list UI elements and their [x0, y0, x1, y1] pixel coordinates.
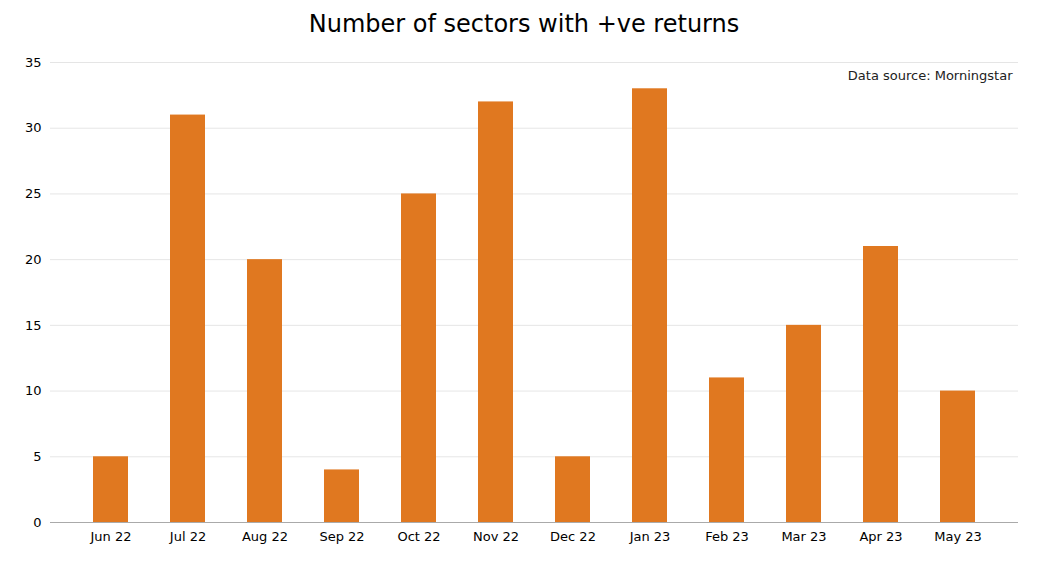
svg-text:Feb 23: Feb 23 — [705, 529, 749, 544]
svg-text:Apr 23: Apr 23 — [859, 529, 902, 544]
svg-text:0: 0 — [33, 515, 41, 530]
html-text:Number of sectors with +ve ret: Number of sectors with +ve returns — [308, 10, 740, 38]
svg-text:Oct 22: Oct 22 — [397, 529, 440, 544]
svg-text:Jun 22: Jun 22 — [90, 529, 132, 544]
svg-text:Jan 23: Jan 23 — [629, 529, 671, 544]
svg-text:Dec 22: Dec 22 — [550, 529, 596, 544]
svg-text:15: 15 — [25, 318, 42, 333]
svg-text:5: 5 — [33, 449, 41, 464]
svg-text:Data source: Morningstar: Data source: Morningstar — [848, 68, 1013, 83]
svg-text:May 23: May 23 — [934, 529, 982, 544]
svg-text:20: 20 — [25, 252, 42, 267]
svg-text:30: 30 — [25, 120, 42, 135]
svg-text:Jul 22: Jul 22 — [169, 529, 206, 544]
svg-text:Nov 22: Nov 22 — [473, 529, 519, 544]
svg-text:10: 10 — [25, 383, 42, 398]
svg-text:35: 35 — [25, 55, 42, 70]
svg-text:Mar 23: Mar 23 — [781, 529, 826, 544]
svg-text:Aug 22: Aug 22 — [242, 529, 288, 544]
svg-text:Sep 22: Sep 22 — [319, 529, 364, 544]
svg-text:25: 25 — [25, 186, 42, 201]
